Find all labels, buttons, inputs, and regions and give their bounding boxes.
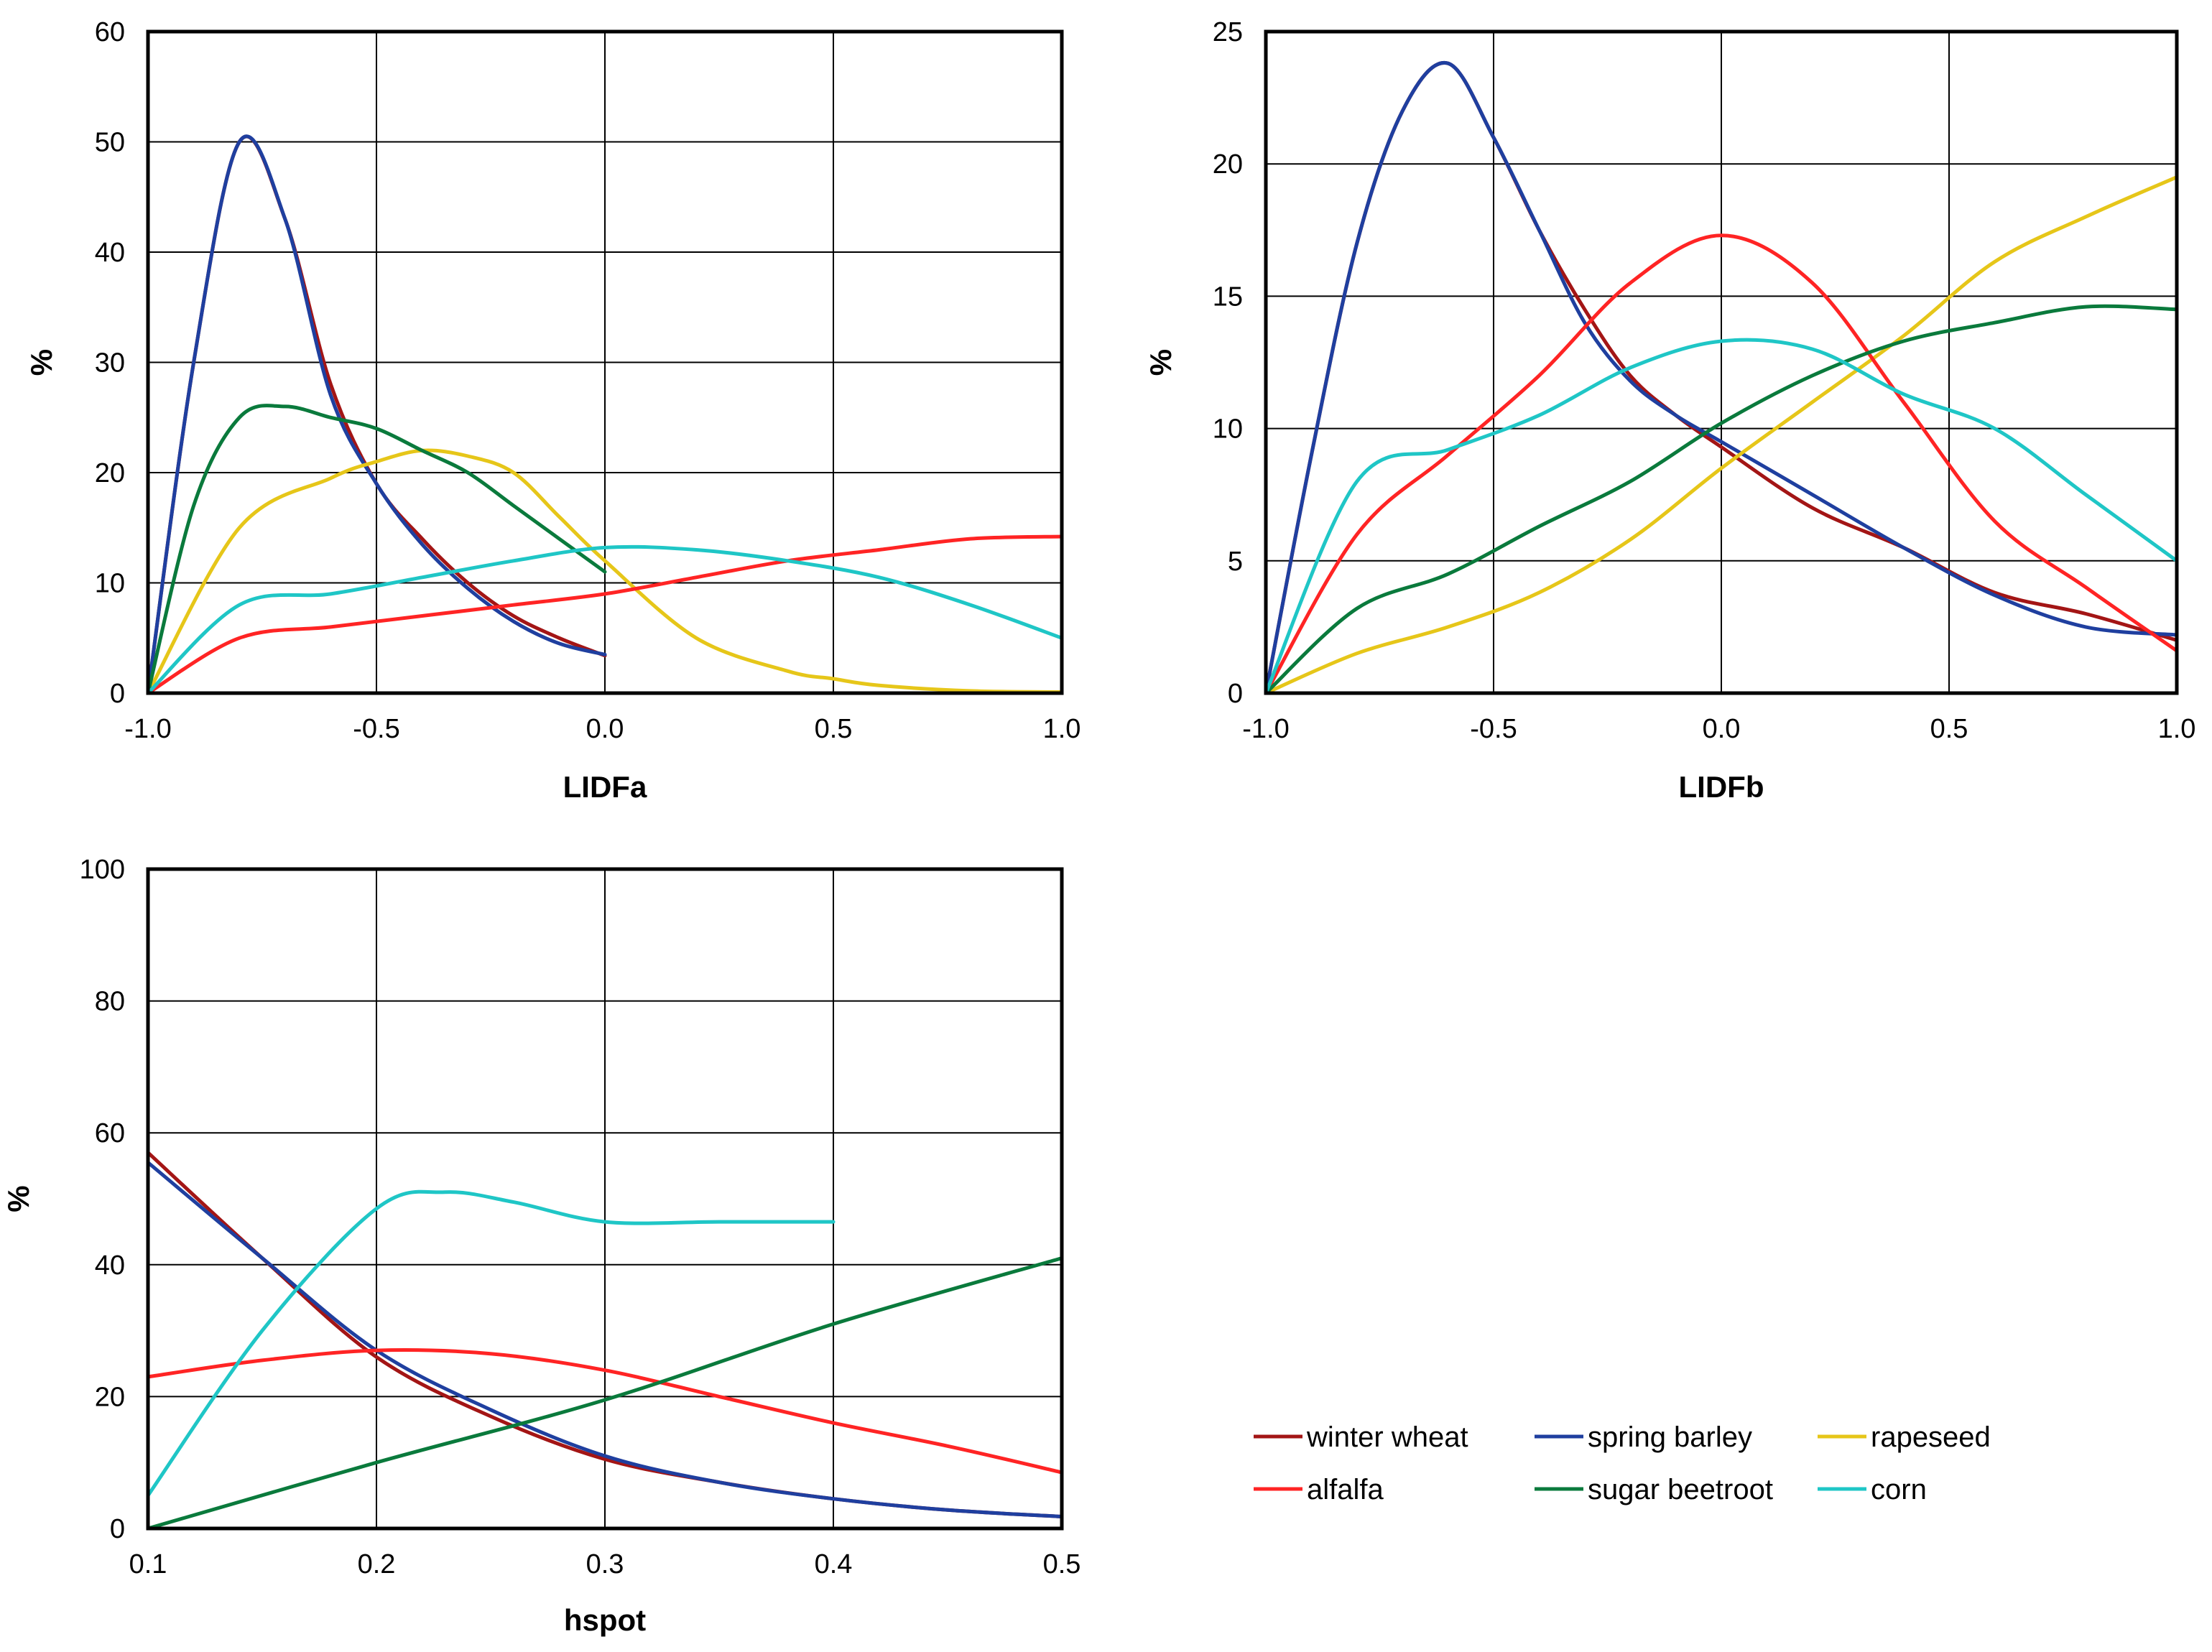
x-tick-label: 0.0 [1703, 714, 1741, 744]
y-tick-label: 30 [95, 348, 125, 379]
x-tick-label: 0.5 [815, 714, 853, 744]
x-tick-label: 0.5 [1930, 714, 1968, 744]
y-tick-label: 60 [95, 17, 125, 47]
legend-label-rapeseed: rapeseed [1871, 1421, 1991, 1453]
x-axis-label: LIDFb [1679, 770, 1764, 804]
plot-frame [146, 29, 1064, 695]
chart-hspot: 0.1 0.2 0.3 0.4 0.5 0 20 40 60 80 100 hspot% [1, 855, 1080, 1637]
series-line-corn [146, 544, 1064, 695]
x-tick-label: 0.5 [1043, 1549, 1081, 1579]
series-line-corn [146, 1189, 836, 1498]
series-line-alfalfa [146, 1348, 1064, 1475]
series-line-sugar-beetroot [146, 1256, 1064, 1531]
y-tick-label: 15 [1213, 282, 1243, 312]
legend-label-alfalfa: alfalfa [1307, 1474, 1384, 1505]
plot-frame [146, 867, 1064, 1531]
series-line-corn [1264, 338, 2179, 695]
y-tick-label: 0 [110, 1514, 125, 1544]
x-tick-label: -1.0 [1242, 714, 1289, 744]
x-axis-label: LIDFa [563, 770, 647, 804]
legend: winter wheat spring barley rapeseed alfalfa… [1254, 1421, 1991, 1505]
y-tick-label: 20 [95, 458, 125, 488]
x-tick-label: -0.5 [1470, 714, 1517, 744]
x-tick-label: 0.3 [586, 1549, 624, 1579]
y-tick-label: 50 [95, 128, 125, 158]
plot-frame [1264, 29, 2179, 695]
chart-lidfa: -1.0 -0.5 0.0 0.5 1.0 0 10 20 30 40 50 60 LIDFa% [24, 17, 1080, 804]
x-tick-label: 0.2 [358, 1549, 396, 1579]
y-tick-label: 20 [1213, 149, 1243, 180]
x-tick-label: 0.4 [815, 1549, 853, 1579]
legend-label-winter-wheat: winter wheat [1306, 1421, 1468, 1453]
y-axis-label: % [1144, 349, 1177, 376]
x-tick-label: -1.0 [124, 714, 171, 744]
x-tick-label: 1.0 [1043, 714, 1081, 744]
y-tick-label: 25 [1213, 17, 1243, 47]
y-tick-label: 5 [1228, 547, 1243, 577]
legend-label-corn: corn [1871, 1474, 1927, 1505]
x-tick-label: 0.0 [586, 714, 624, 744]
y-axis-label: % [24, 349, 58, 376]
x-tick-label: -0.5 [353, 714, 399, 744]
series-line-sugar-beetroot [146, 404, 607, 695]
y-tick-label: 20 [95, 1382, 125, 1412]
series-line-spring-barley [1264, 60, 2179, 695]
x-tick-label: 0.1 [129, 1549, 167, 1579]
y-tick-label: 10 [1213, 414, 1243, 445]
y-tick-label: 40 [95, 1250, 125, 1281]
chart-lidfb: -1.0 -0.5 0.0 0.5 1.0 0 5 10 15 20 25 LIDFb% [1144, 17, 2195, 804]
series-line-spring-barley [146, 134, 607, 695]
legend-label-sugar-beetroot: sugar beetroot [1588, 1474, 1773, 1505]
series-line-spring-barley [146, 1161, 1064, 1518]
y-tick-label: 40 [95, 238, 125, 268]
series-line-alfalfa [146, 534, 1064, 695]
y-tick-label: 60 [95, 1118, 125, 1148]
y-tick-label: 0 [1228, 679, 1243, 709]
series-line-sugar-beetroot [1264, 304, 2179, 695]
y-tick-label: 0 [110, 679, 125, 709]
x-axis-label: hspot [564, 1603, 646, 1637]
x-tick-label: 1.0 [2158, 714, 2196, 744]
series-line-alfalfa [1264, 233, 2179, 695]
y-tick-label: 80 [95, 987, 125, 1017]
series-line-rapeseed [146, 448, 1064, 695]
legend-label-spring-barley: spring barley [1588, 1421, 1752, 1453]
y-tick-label: 10 [95, 569, 125, 599]
y-tick-label: 100 [80, 855, 125, 885]
y-axis-label: % [1, 1185, 35, 1212]
series-line-rapeseed [1264, 175, 2179, 695]
